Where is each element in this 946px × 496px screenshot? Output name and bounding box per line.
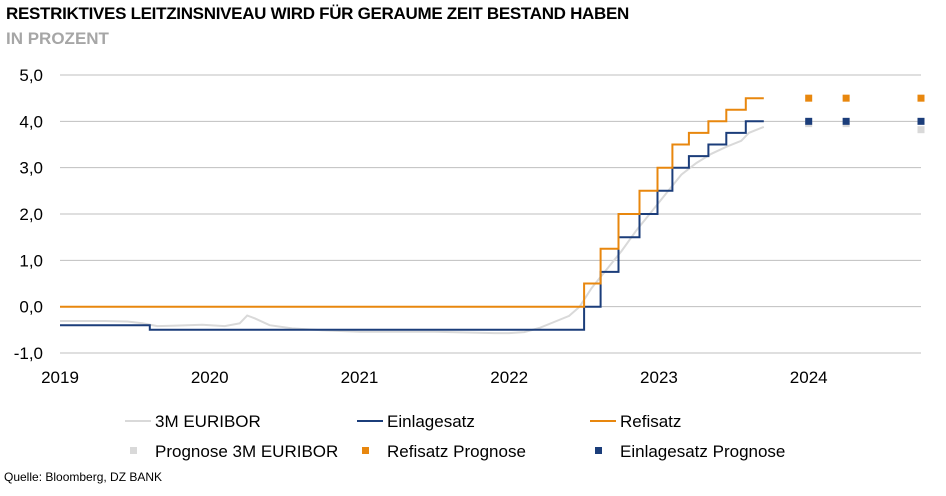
einlagesatz-prognose-marker [805, 117, 813, 125]
legend-label: 3M EURIBOR [155, 412, 261, 431]
refisatz-prognose-marker [842, 94, 850, 102]
y-tick-label: 4,0 [19, 112, 43, 131]
x-tick-label: 2020 [191, 368, 229, 387]
legend-swatch [595, 447, 602, 454]
y-axis-ticks: 5,0 4,0 3,0 2,0 1,0 0,0 -1,0 [14, 66, 43, 363]
legend: 3M EURIBOR Einlagesatz Refisatz Prognose 3M… [125, 412, 785, 461]
y-tick-label: -1,0 [14, 344, 43, 363]
legend-label: Refisatz [620, 412, 681, 431]
chart-title: RESTRIKTIVES LEITZINSNIVEAU WIRD FÜR GER… [6, 4, 630, 23]
y-tick-label: 1,0 [19, 251, 43, 270]
y-tick-label: 2,0 [19, 205, 43, 224]
series-layer [60, 94, 925, 335]
legend-label: Refisatz Prognose [387, 442, 526, 461]
x-tick-label: 2019 [41, 368, 79, 387]
prognose-3m-euribor-marker [917, 126, 925, 134]
einlagesatz-line [60, 120, 764, 331]
einlagesatz-prognose-marker [917, 117, 925, 125]
legend-swatch [130, 447, 137, 454]
refisatz-prognose-marker [805, 94, 813, 102]
y-tick-label: 0,0 [19, 298, 43, 317]
x-tick-label: 2023 [640, 368, 678, 387]
x-tick-label: 2021 [341, 368, 379, 387]
legend-label: Einlagesatz [387, 412, 475, 431]
refisatz-prognose-marker [917, 94, 925, 102]
refisatz-line [60, 97, 764, 308]
gridlines [60, 74, 921, 354]
einlagesatz-prognose-marker [842, 117, 850, 125]
y-tick-label: 5,0 [19, 66, 43, 85]
legend-swatch [362, 447, 369, 454]
x-axis-ticks: 2019 2020 2021 2022 2023 2024 [41, 368, 828, 387]
legend-label: Prognose 3M EURIBOR [155, 442, 338, 461]
source-note: Quelle: Bloomberg, DZ BANK [4, 470, 163, 484]
y-tick-label: 3,0 [19, 159, 43, 178]
3m-euribor-line [60, 125, 765, 335]
x-tick-label: 2024 [790, 368, 828, 387]
chart-subtitle: IN PROZENT [6, 29, 109, 48]
x-tick-label: 2022 [490, 368, 528, 387]
legend-label: Einlagesatz Prognose [620, 442, 785, 461]
